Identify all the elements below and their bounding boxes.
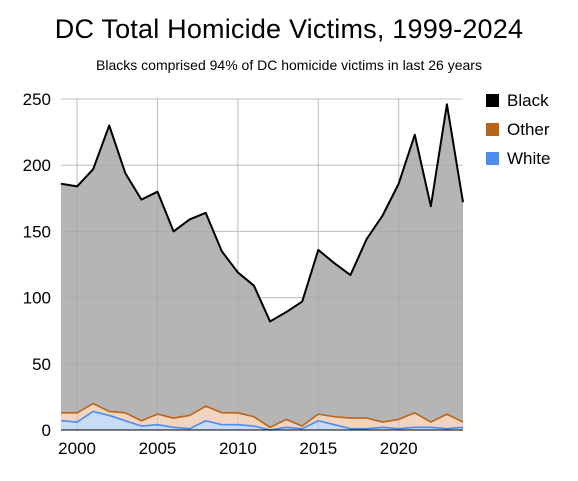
legend-swatch-white [486, 152, 499, 165]
line-black [60, 103, 464, 323]
y-tick-label: 0 [42, 421, 51, 440]
x-tick-label: 2010 [219, 439, 257, 458]
legend-label-white: White [507, 149, 550, 168]
y-tick-label: 150 [23, 222, 51, 241]
axes: 0 50 100 150 200 250 2000 2005 2010 2015 2020 [23, 90, 463, 458]
line-white [60, 410, 464, 431]
x-tick-label: 2020 [380, 439, 418, 458]
chart-subtitle: Blacks comprised 94% of DC homicide vict… [96, 57, 482, 73]
area-series [61, 98, 463, 431]
area-black [61, 104, 463, 428]
legend-swatch-other [486, 123, 499, 136]
x-tick-label: 2000 [58, 439, 96, 458]
legend: Black Other White [486, 91, 550, 168]
legend-label-other: Other [507, 120, 550, 139]
legend-swatch-black [486, 94, 499, 107]
area-other [61, 403, 463, 430]
series-lines [60, 103, 464, 431]
line-other [61, 402, 464, 429]
chart-title: DC Total Homicide Victims, 1999-2024 [54, 14, 524, 44]
y-tick-label: 250 [23, 90, 51, 109]
x-tick-label: 2015 [299, 439, 337, 458]
y-tick-label: 200 [23, 156, 51, 175]
y-tick-label: 50 [32, 355, 51, 374]
x-tick-label: 2005 [139, 439, 177, 458]
y-tick-label: 100 [23, 289, 51, 308]
legend-label-black: Black [507, 91, 549, 110]
